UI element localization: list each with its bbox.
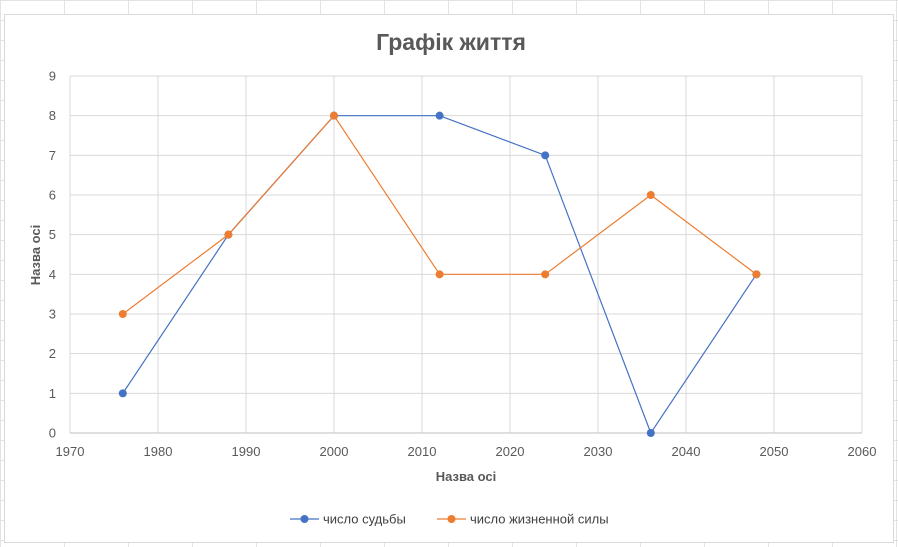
legend-label-0[interactable]: число судьбы [323,512,406,527]
y-tick-label: 5 [49,227,56,242]
x-tick-label: 2010 [408,444,437,459]
y-axis-ticks: 0 1 2 3 4 5 6 7 8 9 [49,69,56,441]
x-tick-label: 2020 [496,444,525,459]
series-0-point[interactable] [646,429,655,437]
x-axis-title: Назва осі [436,469,497,484]
chart-title: Графік життя [376,29,526,55]
series-0-point[interactable] [118,389,127,398]
x-tick-label: 2000 [320,444,349,459]
y-tick-label: 2 [49,346,56,361]
x-tick-label: 1980 [144,444,173,459]
series-1-point[interactable] [435,270,444,279]
y-tick-label: 8 [49,108,56,123]
x-tick-label: 2040 [672,444,701,459]
chart-frame[interactable] [4,14,894,543]
y-tick-label: 6 [49,188,56,203]
series-1-point[interactable] [541,270,550,279]
y-tick-label: 4 [49,267,56,282]
x-axis-ticks: 1970 1980 1990 2000 2010 2020 2030 2040 2050 2060 [56,444,877,459]
y-tick-label: 1 [49,386,56,401]
x-tick-label: 2050 [760,444,789,459]
legend-marker-0 [300,515,309,523]
legend-marker-1 [447,515,456,523]
y-tick-label: 7 [49,148,56,163]
series-1-point[interactable] [752,270,761,279]
series-0-point[interactable] [541,151,550,160]
y-tick-label: 3 [49,307,56,322]
series-layer [118,111,761,437]
y-tick-label: 9 [49,69,56,84]
series-0-point[interactable] [435,111,444,120]
x-tick-label: 1990 [232,444,261,459]
series-1-point[interactable] [224,230,233,239]
gridlines [69,75,863,433]
legend-label-1[interactable]: число жизненной силы [470,512,609,527]
y-axis-title: Назва осі [28,225,43,286]
x-tick-label: 2060 [848,444,877,459]
legend[interactable]: число судьбы число жизненной силы [290,512,609,527]
y-tick-label: 0 [49,426,56,441]
series-1-point[interactable] [330,111,338,120]
series-1-point[interactable] [118,310,127,318]
series-1-point[interactable] [646,191,655,199]
x-tick-label: 1970 [56,444,85,459]
x-tick-label: 2030 [584,444,613,459]
series-line-1[interactable] [122,114,757,315]
